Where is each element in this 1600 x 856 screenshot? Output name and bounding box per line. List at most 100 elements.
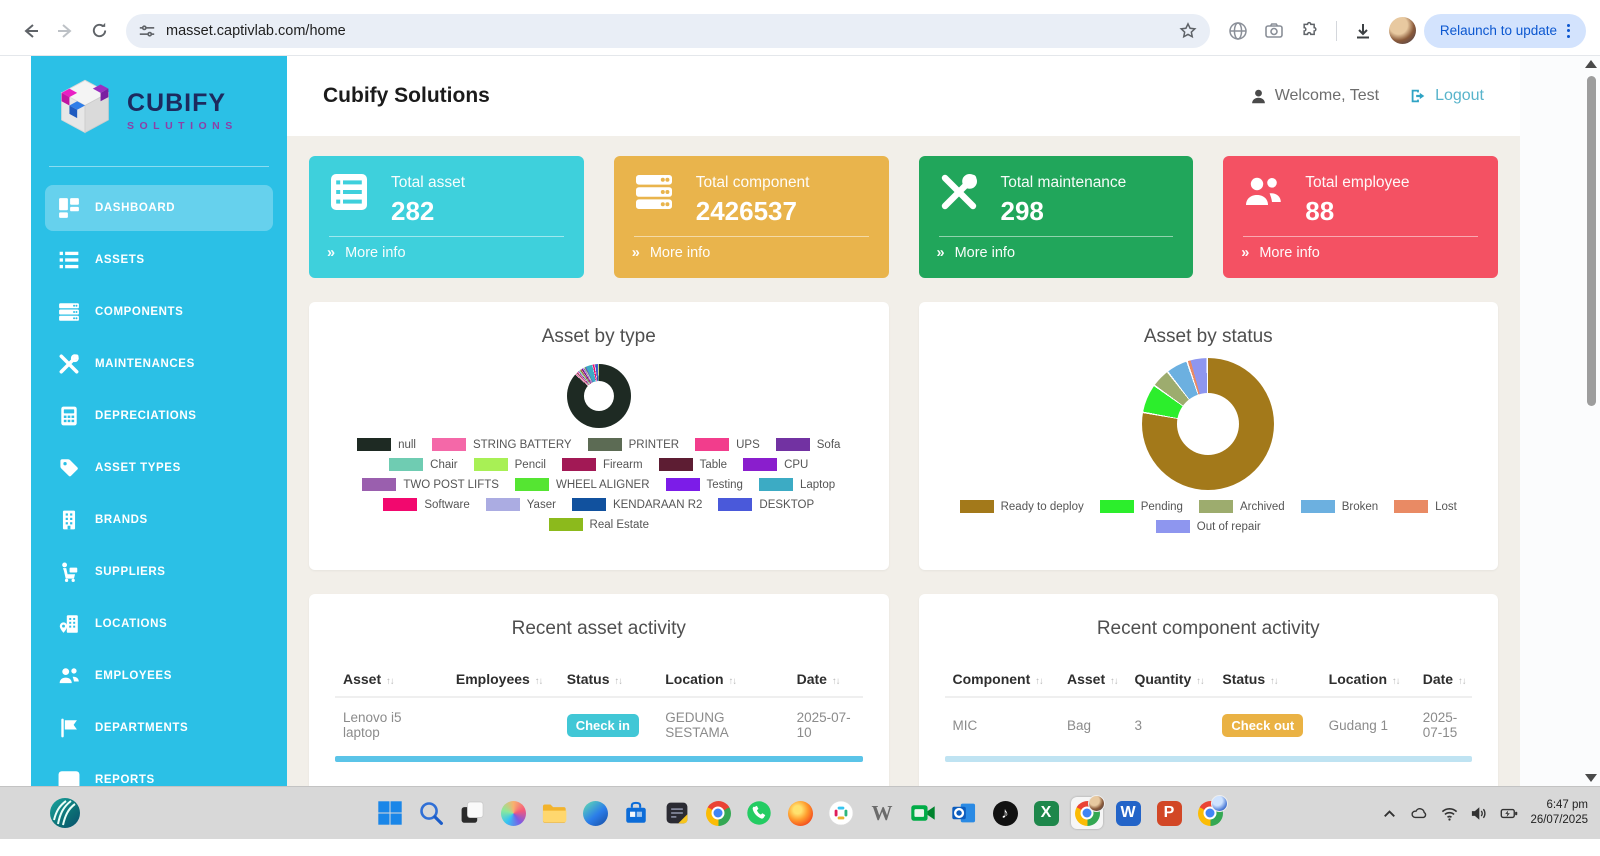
bookmark-star-icon[interactable] (1178, 21, 1198, 41)
column-header-date[interactable]: Date ↑↓ (1414, 662, 1472, 698)
more-info-link[interactable]: » More info (936, 245, 1016, 261)
tray-chevron-up-icon[interactable] (1380, 804, 1399, 823)
legend-item[interactable]: Archived (1198, 500, 1285, 513)
legend-item[interactable]: Broken (1300, 500, 1378, 513)
column-header-status[interactable]: Status ↑↓ (1214, 662, 1321, 698)
browser-menu-icon[interactable] (1557, 16, 1580, 46)
taskbar-app-chrome-alt[interactable] (1194, 795, 1228, 829)
download-icon[interactable] (1353, 21, 1373, 41)
relaunch-button[interactable]: Relaunch to update (1423, 13, 1586, 48)
taskbar-app-taskview[interactable] (456, 797, 488, 829)
back-button[interactable] (14, 14, 48, 48)
site-settings-icon[interactable] (138, 22, 156, 40)
taskbar-app-search[interactable] (415, 797, 447, 829)
taskbar-app-start[interactable] (374, 797, 406, 829)
forward-button[interactable] (48, 14, 82, 48)
column-header-status[interactable]: Status ↑↓ (558, 662, 658, 698)
legend-item[interactable]: Testing (665, 478, 743, 491)
sidebar-item-brands[interactable]: BRANDS (45, 497, 273, 543)
sidebar-item-suppliers[interactable]: SUPPLIERS (45, 549, 273, 595)
sidebar-item-depreciations[interactable]: DEPRECIATIONS (45, 393, 273, 439)
legend-item[interactable]: Table (658, 458, 727, 471)
legend-item[interactable]: UPS (695, 438, 760, 451)
legend-item[interactable]: Firearm (561, 458, 643, 471)
more-info-link[interactable]: » More info (631, 245, 711, 261)
column-header-component[interactable]: Component ↑↓ (944, 662, 1059, 698)
legend-item[interactable]: STRING BATTERY (431, 438, 572, 451)
taskbar-app-store[interactable] (620, 797, 652, 829)
extensions-puzzle-icon[interactable] (1300, 21, 1320, 41)
legend-item[interactable]: CPU (743, 458, 808, 471)
taskbar-app-w-letter[interactable]: W (871, 800, 893, 825)
column-header-date[interactable]: Date ↑↓ (788, 662, 863, 698)
sidebar-item-departments[interactable]: DEPARTMENTS (45, 705, 273, 751)
sidebar-item-maintenances[interactable]: MAINTENANCES (45, 341, 273, 387)
column-header-asset[interactable]: Asset ↑↓ (1058, 662, 1127, 698)
taskbar-app-slack[interactable] (825, 797, 857, 829)
legend-item[interactable]: Out of repair (1155, 520, 1261, 533)
battery-icon[interactable] (1500, 804, 1519, 823)
wifi-icon[interactable] (1440, 804, 1459, 823)
taskbar-clock[interactable]: 6:47 pm 26/07/2025 (1530, 798, 1588, 828)
legend-item[interactable]: null (357, 438, 416, 451)
taskbar-app-outlook[interactable] (948, 797, 980, 829)
brand-logo[interactable]: CUBIFY SOLUTIONS (31, 56, 287, 158)
page-scrollbar[interactable] (1584, 60, 1598, 782)
taskbar-app-whatsapp[interactable] (743, 797, 775, 829)
legend-item[interactable]: Chair (389, 458, 458, 471)
legend-item[interactable]: Software (383, 498, 470, 511)
taskbar-app-explorer[interactable] (538, 797, 570, 829)
sidebar-item-reports[interactable]: REPORTS (45, 757, 273, 786)
legend-item[interactable]: DESKTOP (718, 498, 814, 511)
legend-item[interactable]: Ready to deploy (959, 500, 1084, 513)
sidebar-item-asset-types[interactable]: ASSET TYPES (45, 445, 273, 491)
globe-icon[interactable] (1228, 21, 1248, 41)
column-header-location[interactable]: Location ↑↓ (657, 662, 789, 698)
taskbar-app-chrome[interactable] (702, 797, 734, 829)
taskbar-app-excel[interactable]: X (1030, 797, 1062, 829)
sidebar-item-label: ASSETS (95, 254, 145, 266)
column-header-quantity[interactable]: Quantity ↑↓ (1126, 662, 1215, 698)
taskbar-app-chrome-profile[interactable] (1071, 795, 1105, 829)
taskbar-app-word[interactable]: W (1112, 797, 1144, 829)
column-header-location[interactable]: Location ↑↓ (1320, 662, 1415, 698)
column-header-asset[interactable]: Asset ↑↓ (335, 662, 448, 698)
scrollbar-up-arrow[interactable] (1585, 60, 1597, 68)
taskbar-app-edge[interactable] (579, 797, 611, 829)
scrollbar-thumb[interactable] (1586, 76, 1596, 406)
legend-item[interactable]: Yaser (485, 498, 556, 511)
legend-item[interactable]: PRINTER (587, 438, 679, 451)
sidebar-item-components[interactable]: COMPONENTS (45, 289, 273, 335)
widgets-icon[interactable] (50, 798, 80, 828)
refresh-button[interactable] (82, 14, 116, 48)
logout-button[interactable]: Logout (1409, 87, 1484, 105)
column-header-employees[interactable]: Employees ↑↓ (447, 662, 559, 698)
legend-item[interactable]: Sofa (775, 438, 840, 451)
taskbar-app-powerpoint[interactable]: P (1153, 797, 1185, 829)
more-info-link[interactable]: » More info (327, 245, 406, 261)
taskbar-app-tiktok[interactable]: ♪ (989, 797, 1021, 829)
address-bar[interactable]: masset.captivlab.com/home (126, 13, 1210, 48)
onedrive-cloud-icon[interactable] (1410, 804, 1429, 823)
legend-item[interactable]: Pencil (473, 458, 546, 471)
taskbar-app-notepad[interactable] (661, 797, 693, 829)
legend-item[interactable]: TWO POST LIFTS (362, 478, 499, 491)
legend-item[interactable]: Pending (1099, 500, 1183, 513)
legend-item[interactable]: WHEEL ALIGNER (514, 478, 650, 491)
sidebar-item-assets[interactable]: ASSETS (45, 237, 273, 283)
taskbar-app-meet[interactable] (907, 797, 939, 829)
legend-item[interactable]: Lost (1394, 500, 1457, 513)
more-info-link[interactable]: » More info (1241, 245, 1320, 261)
taskbar-app-firefox[interactable] (784, 797, 816, 829)
sidebar-item-dashboard[interactable]: DASHBOARD (45, 185, 273, 231)
taskbar-app-copilot[interactable] (497, 797, 529, 829)
legend-item[interactable]: KENDARAAN R2 (571, 498, 702, 511)
sidebar-item-employees[interactable]: EMPLOYEES (45, 653, 273, 699)
profile-avatar[interactable] (1388, 17, 1416, 44)
camera-icon[interactable] (1264, 21, 1284, 41)
volume-icon[interactable] (1470, 804, 1489, 823)
sidebar-item-locations[interactable]: LOCATIONS (45, 601, 273, 647)
scrollbar-down-arrow[interactable] (1585, 774, 1597, 782)
legend-item[interactable]: Laptop (758, 478, 835, 491)
legend-item[interactable]: Real Estate (548, 518, 649, 531)
